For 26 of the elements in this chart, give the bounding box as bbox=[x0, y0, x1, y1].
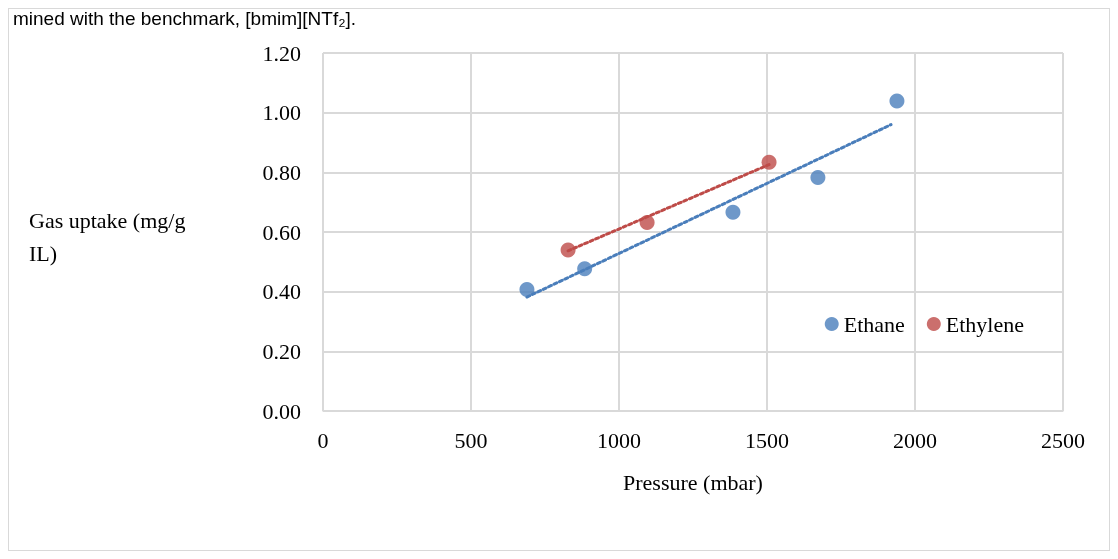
point bbox=[577, 261, 593, 277]
x-tick-label: 2500 bbox=[1041, 427, 1085, 453]
x-tick-label: 2000 bbox=[893, 427, 937, 453]
y-tick-label: 0.00 bbox=[262, 398, 301, 424]
point bbox=[560, 242, 576, 258]
point bbox=[761, 154, 777, 170]
y-tick-label: 0.20 bbox=[262, 338, 301, 364]
x-tick-label: 0 bbox=[317, 427, 329, 453]
y-axis-title: Gas uptake (mg/g IL) bbox=[29, 208, 191, 266]
point bbox=[725, 204, 741, 220]
x-tick-label: 1000 bbox=[597, 427, 641, 453]
y-tick-label: 1.20 bbox=[262, 40, 301, 66]
y-tick-label: 0.60 bbox=[262, 219, 301, 245]
y-tick-label: 0.40 bbox=[262, 279, 301, 305]
text: mined with the benchmark, [bmim][NTf₂]. bbox=[13, 8, 357, 29]
point bbox=[519, 282, 535, 298]
x-axis-title: Pressure (mbar) bbox=[623, 469, 763, 495]
point bbox=[810, 169, 826, 185]
point bbox=[639, 214, 655, 230]
y-tick-label: 1.00 bbox=[262, 100, 301, 126]
legend-label: Ethylene bbox=[945, 311, 1025, 337]
legend-label: Ethane bbox=[843, 311, 905, 337]
point bbox=[889, 93, 905, 109]
y-tick-label: 0.80 bbox=[262, 159, 301, 185]
x-tick-label: 500 bbox=[454, 427, 488, 453]
x-tick-label: 1500 bbox=[745, 427, 789, 453]
